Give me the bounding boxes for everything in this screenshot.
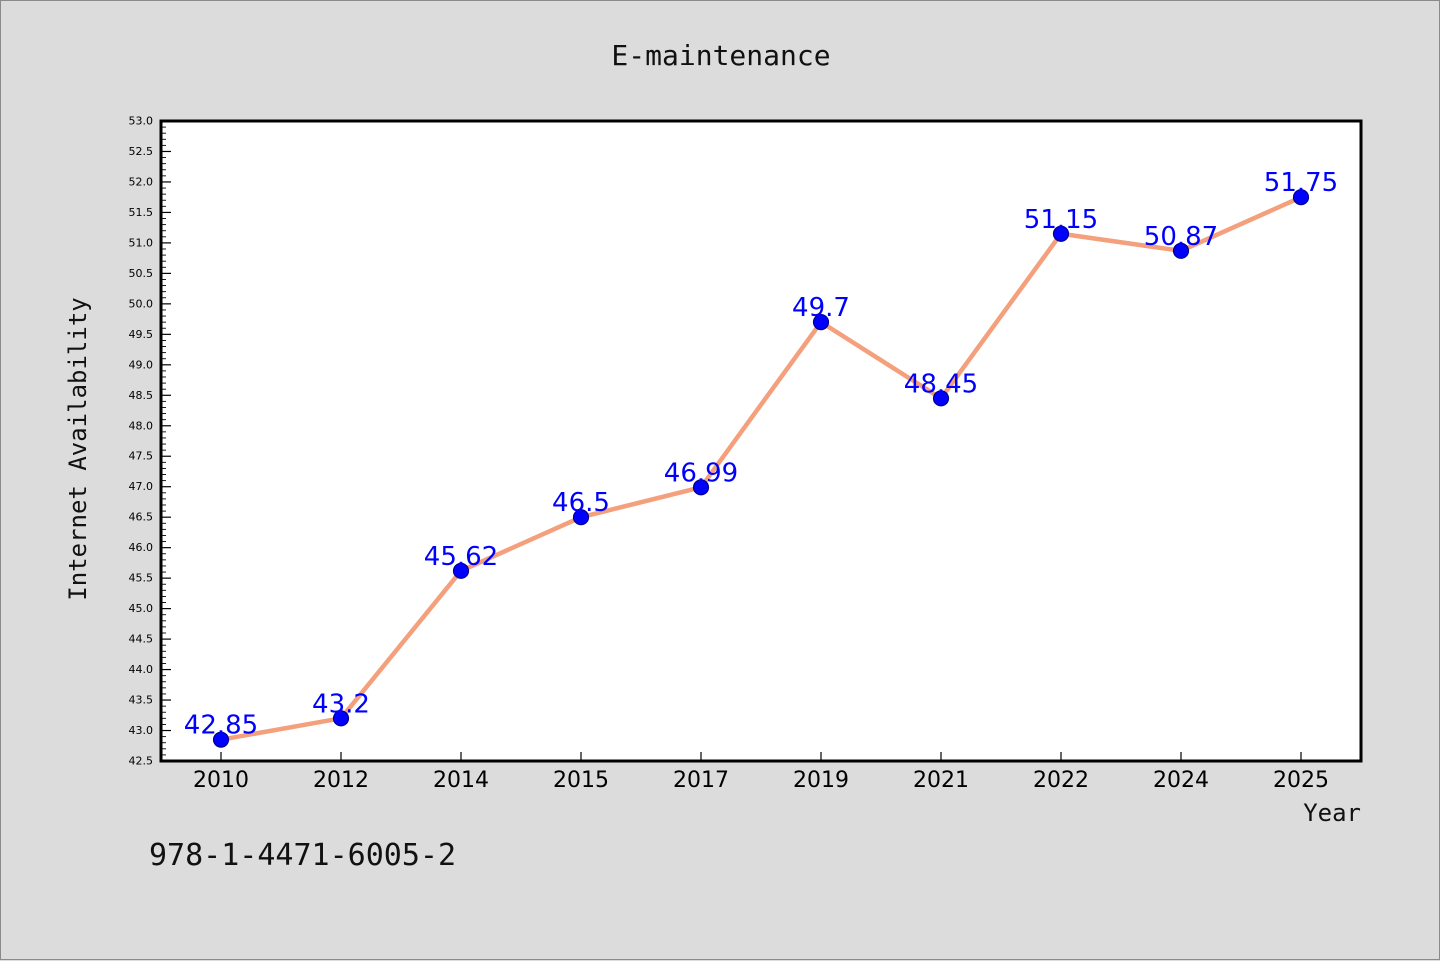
y-tick-label: 48.5 xyxy=(129,389,154,402)
y-tick-label: 49.0 xyxy=(129,358,154,371)
footnote-isbn: 978-1-4471-6005-2 xyxy=(149,838,456,873)
x-tick-label: 2012 xyxy=(313,768,369,793)
y-tick-label: 48.0 xyxy=(129,419,154,432)
data-label: 46.99 xyxy=(664,458,738,488)
y-tick-label: 52.5 xyxy=(129,145,154,158)
y-tick-label: 50.5 xyxy=(129,267,154,280)
data-label: 45.62 xyxy=(424,542,498,572)
y-tick-label: 43.5 xyxy=(129,694,154,707)
y-tick-label: 50.0 xyxy=(129,297,154,310)
data-point xyxy=(1052,225,1070,242)
y-tick-label: 51.0 xyxy=(129,236,154,249)
y-tick-label: 53.0 xyxy=(129,115,154,128)
data-point xyxy=(332,710,350,727)
y-tick-label: 49.5 xyxy=(129,328,154,341)
y-tick-label: 52.0 xyxy=(129,175,154,188)
y-axis-label: Internet Availability xyxy=(64,297,92,600)
data-label: 46.5 xyxy=(552,488,610,518)
x-axis-label: Year xyxy=(1303,799,1361,827)
y-axis: 42.5 43.0 43.5 44.0 44.5 45.0 45.5 46.0 46.5 47.0… xyxy=(129,115,171,768)
x-tick-label: 2019 xyxy=(793,768,849,793)
x-tick-label: 2010 xyxy=(193,768,249,793)
y-tick-label: 42.5 xyxy=(129,755,154,768)
x-tick-label: 2022 xyxy=(1033,768,1089,793)
data-label: 48.45 xyxy=(904,369,978,399)
y-tick-label: 47.0 xyxy=(129,480,154,493)
data-label: 43.2 xyxy=(312,689,370,719)
y-tick-label: 46.0 xyxy=(129,541,154,554)
chart-title: E-maintenance xyxy=(611,39,830,72)
x-tick-label: 2025 xyxy=(1273,768,1329,793)
y-tick-label: 47.5 xyxy=(129,450,154,463)
data-labels: 42.85 43.2 45.62 46.5 46.99 49.7 48.45 51.15 50.… xyxy=(184,168,1338,740)
x-tick-label: 2014 xyxy=(433,768,489,793)
data-label: 51.75 xyxy=(1264,168,1338,198)
series-line-group xyxy=(212,189,1310,748)
data-point xyxy=(572,509,590,526)
y-tick-label: 44.5 xyxy=(129,633,154,646)
data-point xyxy=(1292,189,1310,206)
data-point xyxy=(812,314,830,331)
y-tick-label: 51.5 xyxy=(129,206,154,219)
x-tick-label: 2017 xyxy=(673,768,729,793)
data-point xyxy=(932,390,950,407)
y-tick-label: 43.0 xyxy=(129,724,154,737)
data-point xyxy=(452,562,470,579)
data-label: 50.87 xyxy=(1144,222,1218,252)
data-label: 42.85 xyxy=(184,711,258,741)
y-tick-label: 46.5 xyxy=(129,511,154,524)
data-point xyxy=(692,479,710,496)
x-tick-label: 2024 xyxy=(1153,768,1209,793)
y-tick-label: 45.5 xyxy=(129,572,154,585)
data-point xyxy=(212,731,230,748)
data-label: 51.15 xyxy=(1024,205,1098,235)
series-line xyxy=(218,194,1304,742)
plot-area xyxy=(159,119,1363,763)
data-point xyxy=(1172,242,1190,259)
data-label: 49.7 xyxy=(792,293,850,323)
y-tick-label: 45.0 xyxy=(129,602,154,615)
y-tick-label: 44.0 xyxy=(129,663,154,676)
x-axis: 2010 2012 2014 2015 2017 2019 2021 2022 2024 2025 xyxy=(193,752,1329,793)
x-tick-label: 2021 xyxy=(913,768,969,793)
x-tick-label: 2015 xyxy=(553,768,609,793)
